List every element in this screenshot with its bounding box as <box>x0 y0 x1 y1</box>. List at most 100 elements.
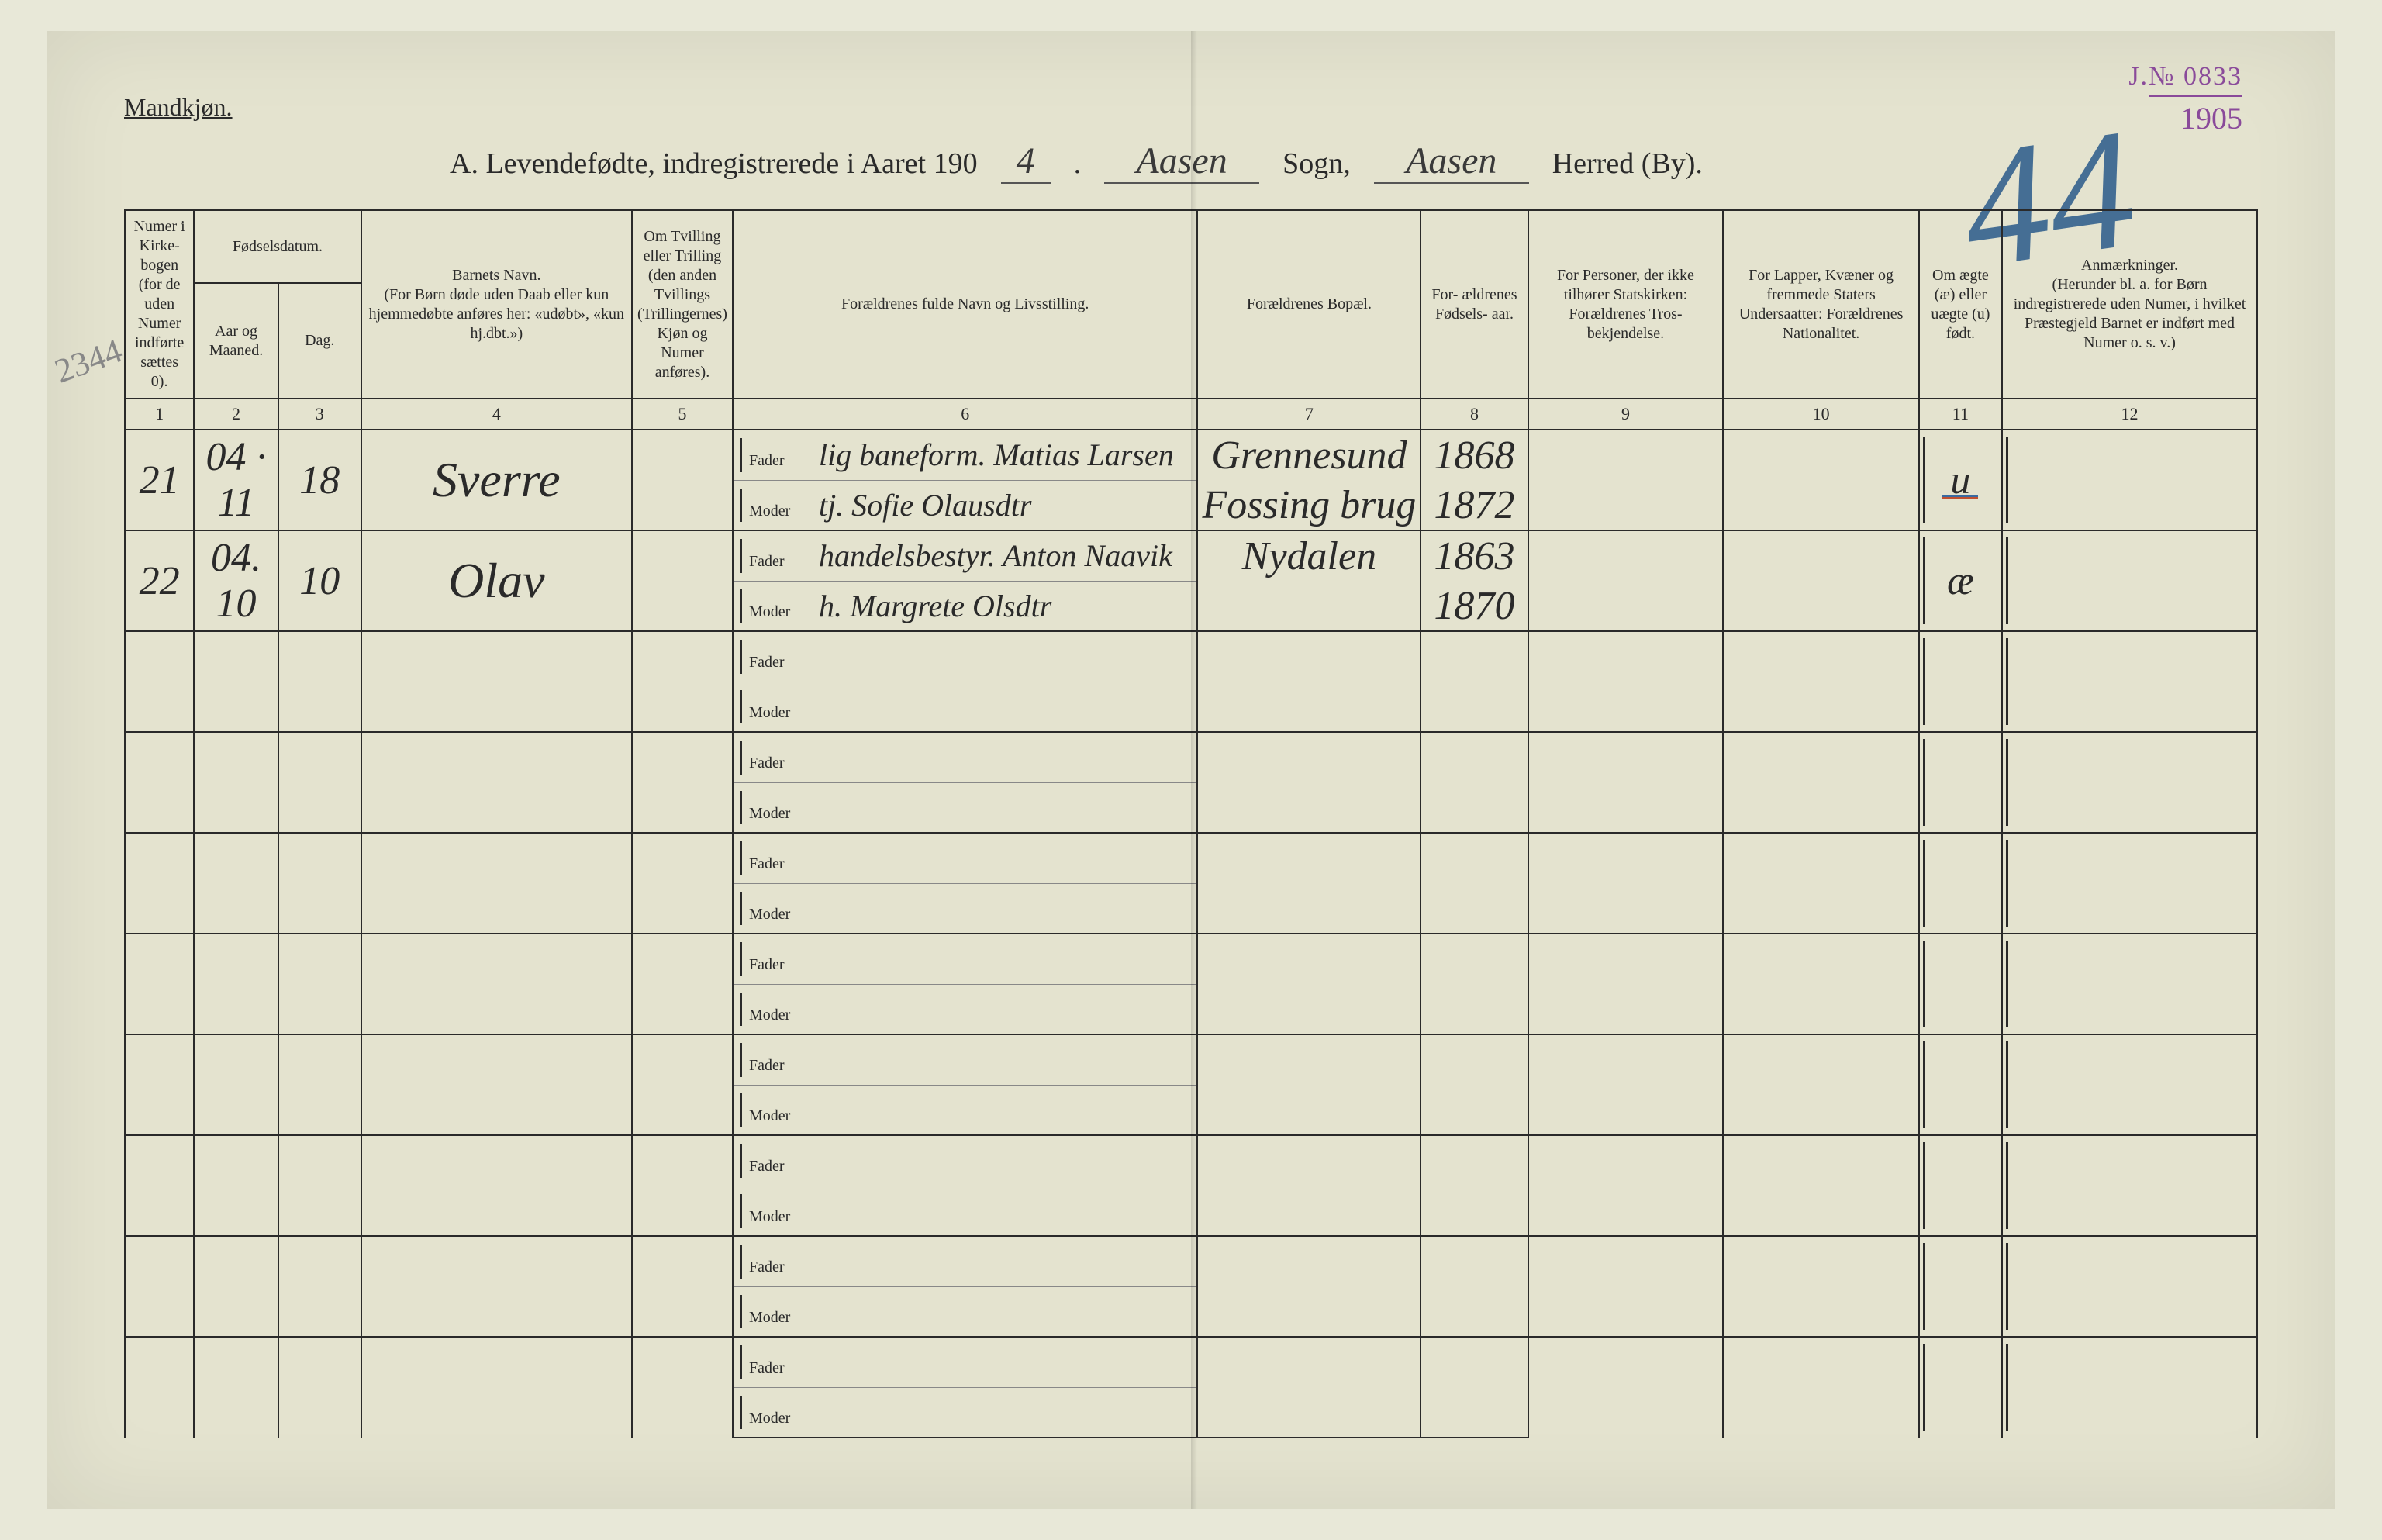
col-header-10: For Lapper, Kvæner og fremmede Staters U… <box>1723 210 1918 399</box>
cell-year-f <box>1421 833 1528 883</box>
cell-remarks <box>2002 1135 2257 1236</box>
cell-aar-mnd <box>194 1034 278 1135</box>
col-header-11: Om ægte (æ) eller uægte (u) født. <box>1919 210 2002 399</box>
cell-name: Olav <box>361 530 632 631</box>
cell-bopel-f: Grennesund <box>1197 430 1421 480</box>
cell-remarks <box>2002 430 2257 530</box>
cell-mother: Moder <box>733 782 1197 833</box>
cell-nationality <box>1723 1135 1918 1236</box>
cell-father: Fader <box>733 1135 1197 1186</box>
cell-year-f <box>1421 1337 1528 1387</box>
cell-twin <box>632 1135 733 1236</box>
cell-nationality <box>1723 833 1918 934</box>
cell-mother: Modertj. Sofie Olausdtr <box>733 480 1197 530</box>
cell-religion <box>1528 1135 1724 1236</box>
gender-heading: Mandkjøn. <box>124 93 233 122</box>
colnum-1: 1 <box>125 399 194 430</box>
cell-dag <box>278 1236 361 1337</box>
cell-father: Faderlig baneform. Matias Larsen <box>733 430 1197 480</box>
cell-father: Fader <box>733 934 1197 984</box>
cell-mother: Moder <box>733 1387 1197 1438</box>
colnum-12: 12 <box>2002 399 2257 430</box>
colnum-7: 7 <box>1197 399 1421 430</box>
cell-mother: Moder <box>733 1085 1197 1135</box>
cell-num <box>125 1135 194 1236</box>
cell-bopel-m <box>1197 1387 1421 1438</box>
cell-name: Sverre <box>361 430 632 530</box>
cell-num <box>125 1337 194 1438</box>
colnum-10: 10 <box>1723 399 1918 430</box>
stamp-jno: J.№ 0833 <box>2128 62 2242 92</box>
cell-bopel-f: Nydalen <box>1197 530 1421 581</box>
cell-aar-mnd: 04. 10 <box>194 530 278 631</box>
cell-religion <box>1528 430 1724 530</box>
cell-father: Faderhandelsbestyr. Anton Naavik <box>733 530 1197 581</box>
cell-father: Fader <box>733 732 1197 782</box>
cell-legitimacy <box>1919 631 2002 732</box>
cell-year-m: 1870 <box>1421 581 1528 631</box>
sogn-label: Sogn, <box>1282 147 1351 181</box>
cell-legitimacy <box>1919 1034 2002 1135</box>
cell-year-m <box>1421 682 1528 732</box>
cell-name <box>361 631 632 732</box>
cell-remarks <box>2002 1034 2257 1135</box>
col-header-3: Dag. <box>278 283 361 399</box>
cell-twin <box>632 732 733 833</box>
stamp-jno-label: J.№ <box>2128 62 2175 91</box>
cell-bopel-f <box>1197 631 1421 682</box>
col-header-1: Numer i Kirke- bogen (for de uden Numer … <box>125 210 194 399</box>
cell-year-f: 1868 <box>1421 430 1528 480</box>
cell-aar-mnd <box>194 631 278 732</box>
cell-year-m <box>1421 1085 1528 1135</box>
margin-pencil-number: 2344 <box>50 330 127 391</box>
cell-legitimacy: æ <box>1919 530 2002 631</box>
cell-legitimacy <box>1919 1337 2002 1438</box>
cell-remarks <box>2002 631 2257 732</box>
cell-legitimacy <box>1919 934 2002 1034</box>
cell-remarks <box>2002 732 2257 833</box>
cell-name <box>361 934 632 1034</box>
cell-mother: Moder <box>733 682 1197 732</box>
cell-legitimacy <box>1919 833 2002 934</box>
cell-nationality <box>1723 631 1918 732</box>
title-prefix: A. Levendefødte, indregistrerede i Aaret… <box>450 147 978 181</box>
herred-value: Aasen <box>1374 140 1529 184</box>
cell-nationality <box>1723 934 1918 1034</box>
cell-nationality <box>1723 1337 1918 1438</box>
cell-nationality <box>1723 1236 1918 1337</box>
cell-twin <box>632 430 733 530</box>
cell-nationality <box>1723 530 1918 631</box>
cell-twin <box>632 530 733 631</box>
cell-aar-mnd <box>194 833 278 934</box>
colnum-4: 4 <box>361 399 632 430</box>
cell-religion <box>1528 530 1724 631</box>
cell-year-f <box>1421 1236 1528 1286</box>
cell-mother: Moder <box>733 1186 1197 1236</box>
cell-remarks <box>2002 833 2257 934</box>
cell-num <box>125 934 194 1034</box>
cell-bopel-m <box>1197 1085 1421 1135</box>
cell-father: Fader <box>733 833 1197 883</box>
cell-dag <box>278 1337 361 1438</box>
cell-father: Fader <box>733 631 1197 682</box>
colnum-3: 3 <box>278 399 361 430</box>
cell-year-f <box>1421 1034 1528 1085</box>
cell-bopel-m <box>1197 782 1421 833</box>
title-year-suffix: 4 <box>1001 140 1051 184</box>
cell-year-f <box>1421 732 1528 782</box>
cell-remarks <box>2002 1236 2257 1337</box>
cell-twin <box>632 934 733 1034</box>
cell-aar-mnd <box>194 1135 278 1236</box>
cell-num <box>125 833 194 934</box>
cell-dag <box>278 631 361 732</box>
colnum-9: 9 <box>1528 399 1724 430</box>
cell-bopel-m <box>1197 984 1421 1034</box>
cell-name <box>361 732 632 833</box>
cell-dag <box>278 732 361 833</box>
herred-label: Herred (By). <box>1552 147 1703 181</box>
cell-dag <box>278 1135 361 1236</box>
cell-religion <box>1528 732 1724 833</box>
registry-stamp: J.№ 0833 1905 <box>2128 62 2242 136</box>
cell-year-f: 1863 <box>1421 530 1528 581</box>
col-header-9: For Personer, der ikke tilhører Statskir… <box>1528 210 1724 399</box>
